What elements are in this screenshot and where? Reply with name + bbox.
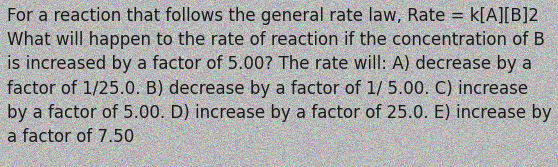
Text: For a reaction that follows the general rate law, Rate = k[A][B]2
What will happ: For a reaction that follows the general … (7, 7, 551, 146)
